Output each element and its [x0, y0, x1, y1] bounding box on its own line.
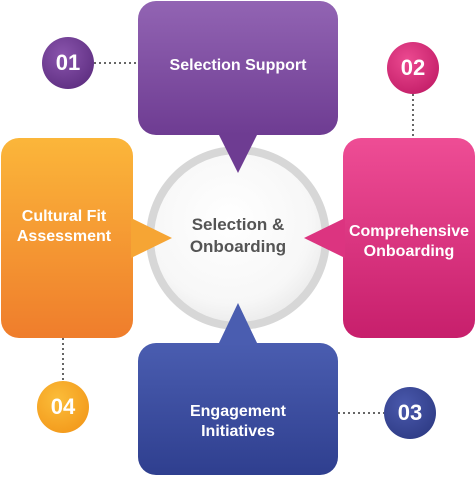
number-badge-02 [387, 42, 439, 94]
number-badge-03 [384, 387, 436, 439]
cultural-fit-box [1, 138, 172, 338]
selection-support-label: Selection Support [169, 57, 307, 74]
number-badge-01 [42, 37, 94, 89]
number-badge-04 [37, 381, 89, 433]
comprehensive-onboarding-label: Comprehensive Onboarding [348, 223, 470, 260]
number-label-03: 03 [397, 400, 423, 425]
engagement-initiatives-label: Engagement Initiatives [189, 403, 286, 440]
center-circle [154, 154, 322, 322]
number-label-02: 02 [400, 55, 426, 80]
center-title: Selection & Onboarding [189, 215, 287, 256]
number-label-01: 01 [55, 50, 81, 75]
number-label-04: 04 [50, 394, 76, 419]
cultural-fit-label: Cultural Fit Assessment [16, 208, 112, 245]
comprehensive-onboarding-box [304, 138, 475, 338]
engagement-initiatives-box [138, 303, 338, 475]
selection-support-box [138, 1, 338, 173]
